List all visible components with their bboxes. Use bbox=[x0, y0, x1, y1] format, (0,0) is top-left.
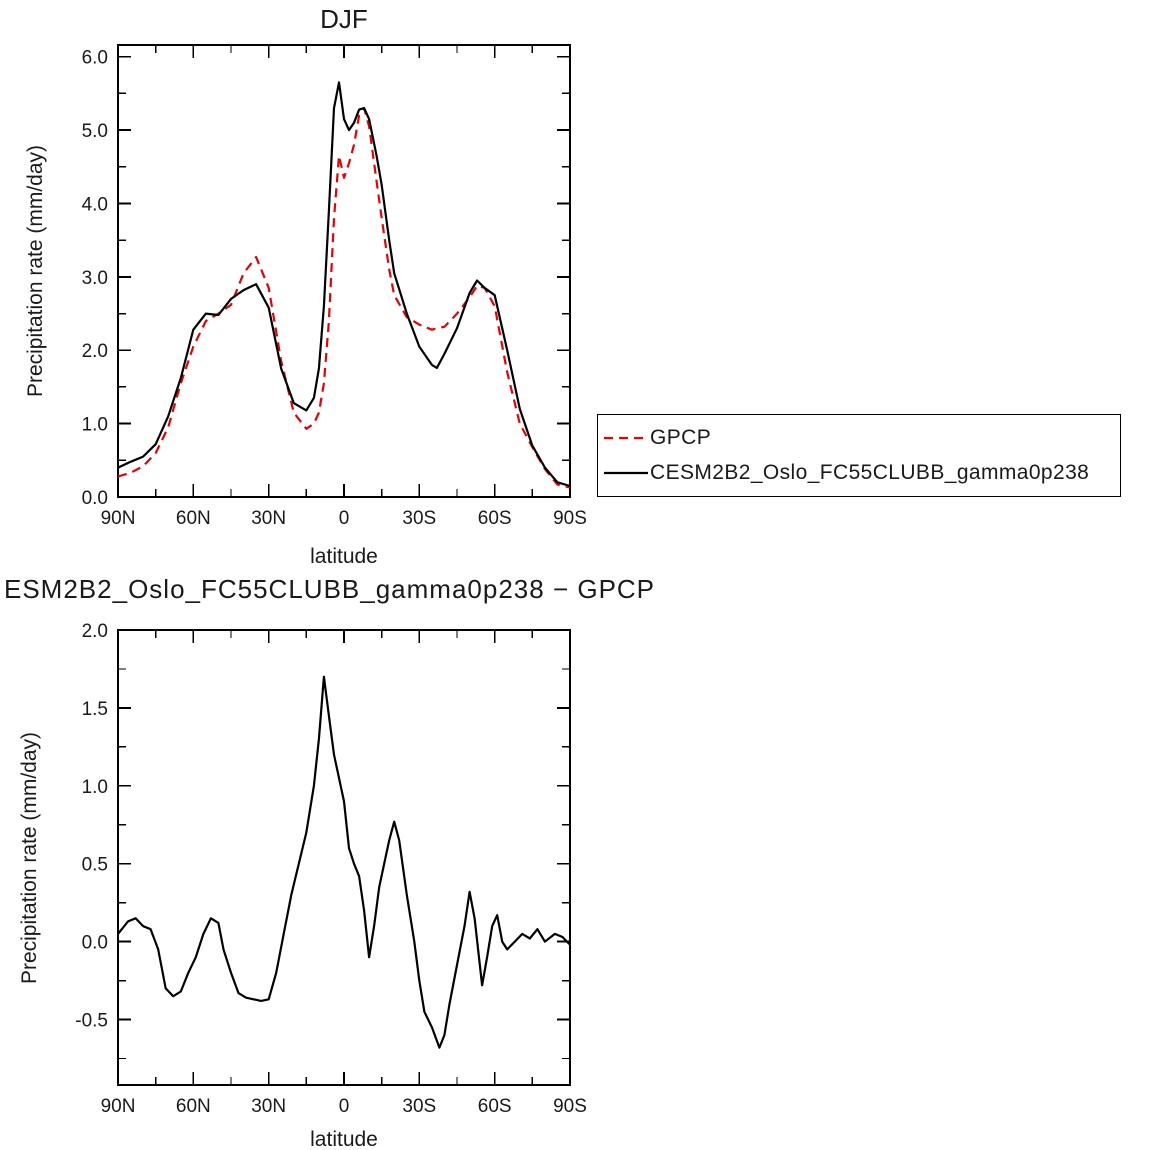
series-line-cesm2b2-oslo-fc55clubb-gamma0p238 bbox=[117, 81, 571, 488]
x-tick-label: 90S bbox=[553, 1096, 587, 1117]
legend-item-gpcp: GPCP bbox=[604, 426, 1120, 450]
x-tick-label: 90N bbox=[101, 508, 136, 529]
x-tick-label: 0 bbox=[339, 1096, 350, 1117]
x-tick-label: 30N bbox=[251, 1096, 286, 1117]
bottom-chart-y-axis-label: Precipitation rate (mm/day) bbox=[18, 732, 41, 984]
legend-item-model: CESM2B2_Oslo_FC55CLUBB_gamma0p238 bbox=[604, 461, 1120, 485]
y-tick-label: 0.0 bbox=[82, 488, 108, 509]
legend-line-sample-gpcp bbox=[604, 436, 648, 440]
x-tick-label: 90N bbox=[101, 1096, 136, 1117]
y-tick-label: 1.0 bbox=[82, 415, 108, 436]
x-tick-label: 60N bbox=[176, 508, 211, 529]
legend-label-model: CESM2B2_Oslo_FC55CLUBB_gamma0p238 bbox=[650, 461, 1090, 484]
y-tick-label: 4.0 bbox=[82, 194, 108, 215]
plot-frame bbox=[117, 629, 571, 1086]
bottom-chart-x-axis-label: latitude bbox=[310, 1128, 378, 1150]
legend-label-gpcp: GPCP bbox=[650, 426, 712, 449]
y-tick-label: 5.0 bbox=[82, 121, 108, 142]
y-tick-label: 0.0 bbox=[82, 933, 108, 954]
top-chart-y-axis-label: Precipitation rate (mm/day) bbox=[24, 145, 47, 397]
legend: GPCP CESM2B2_Oslo_FC55CLUBB_gamma0p238 bbox=[597, 414, 1121, 497]
bottom-chart-plot-area: 90N 60N 30N 0 30S 60S 90S -0.5 0.0 0.5 1.0 1.5 2.0 bbox=[75, 621, 587, 1117]
top-chart-x-axis-label: latitude bbox=[310, 545, 378, 568]
y-tick-label: 1.0 bbox=[82, 777, 108, 798]
x-tick-label: 30S bbox=[402, 1096, 436, 1117]
series-line-esm2b2-oslo-fc55clubb-gamma0p238-gpcp bbox=[117, 675, 571, 1049]
legend-line-sample-model bbox=[604, 471, 648, 475]
y-tick-label: 3.0 bbox=[82, 268, 108, 289]
x-tick-label: 60S bbox=[478, 508, 512, 529]
y-tick-label: -0.5 bbox=[75, 1011, 108, 1032]
y-tick-label: 0.5 bbox=[82, 855, 108, 876]
top-chart-title: DJF bbox=[320, 4, 368, 34]
x-tick-label: 60N bbox=[176, 1096, 211, 1117]
y-tick-label: 1.5 bbox=[82, 699, 108, 720]
bottom-chart-title: ESM2B2_Oslo_FC55CLUBB_gamma0p238 − GPCP bbox=[4, 574, 655, 604]
y-tick-label: 2.0 bbox=[82, 341, 108, 362]
series-line-gpcp bbox=[117, 106, 571, 489]
y-tick-label: 2.0 bbox=[82, 621, 108, 642]
y-tick-label: 6.0 bbox=[82, 48, 108, 69]
x-tick-label: 60S bbox=[478, 1096, 512, 1117]
x-tick-label: 30S bbox=[402, 508, 436, 529]
top-chart-plot-area: 90N 60N 30N 0 30S 60S 90S 0.0 1.0 2.0 3.0 4.0 5.0 6.0 bbox=[82, 44, 587, 529]
x-tick-label: 0 bbox=[339, 508, 350, 529]
x-tick-label: 90S bbox=[553, 508, 587, 529]
x-tick-label: 30N bbox=[251, 508, 286, 529]
